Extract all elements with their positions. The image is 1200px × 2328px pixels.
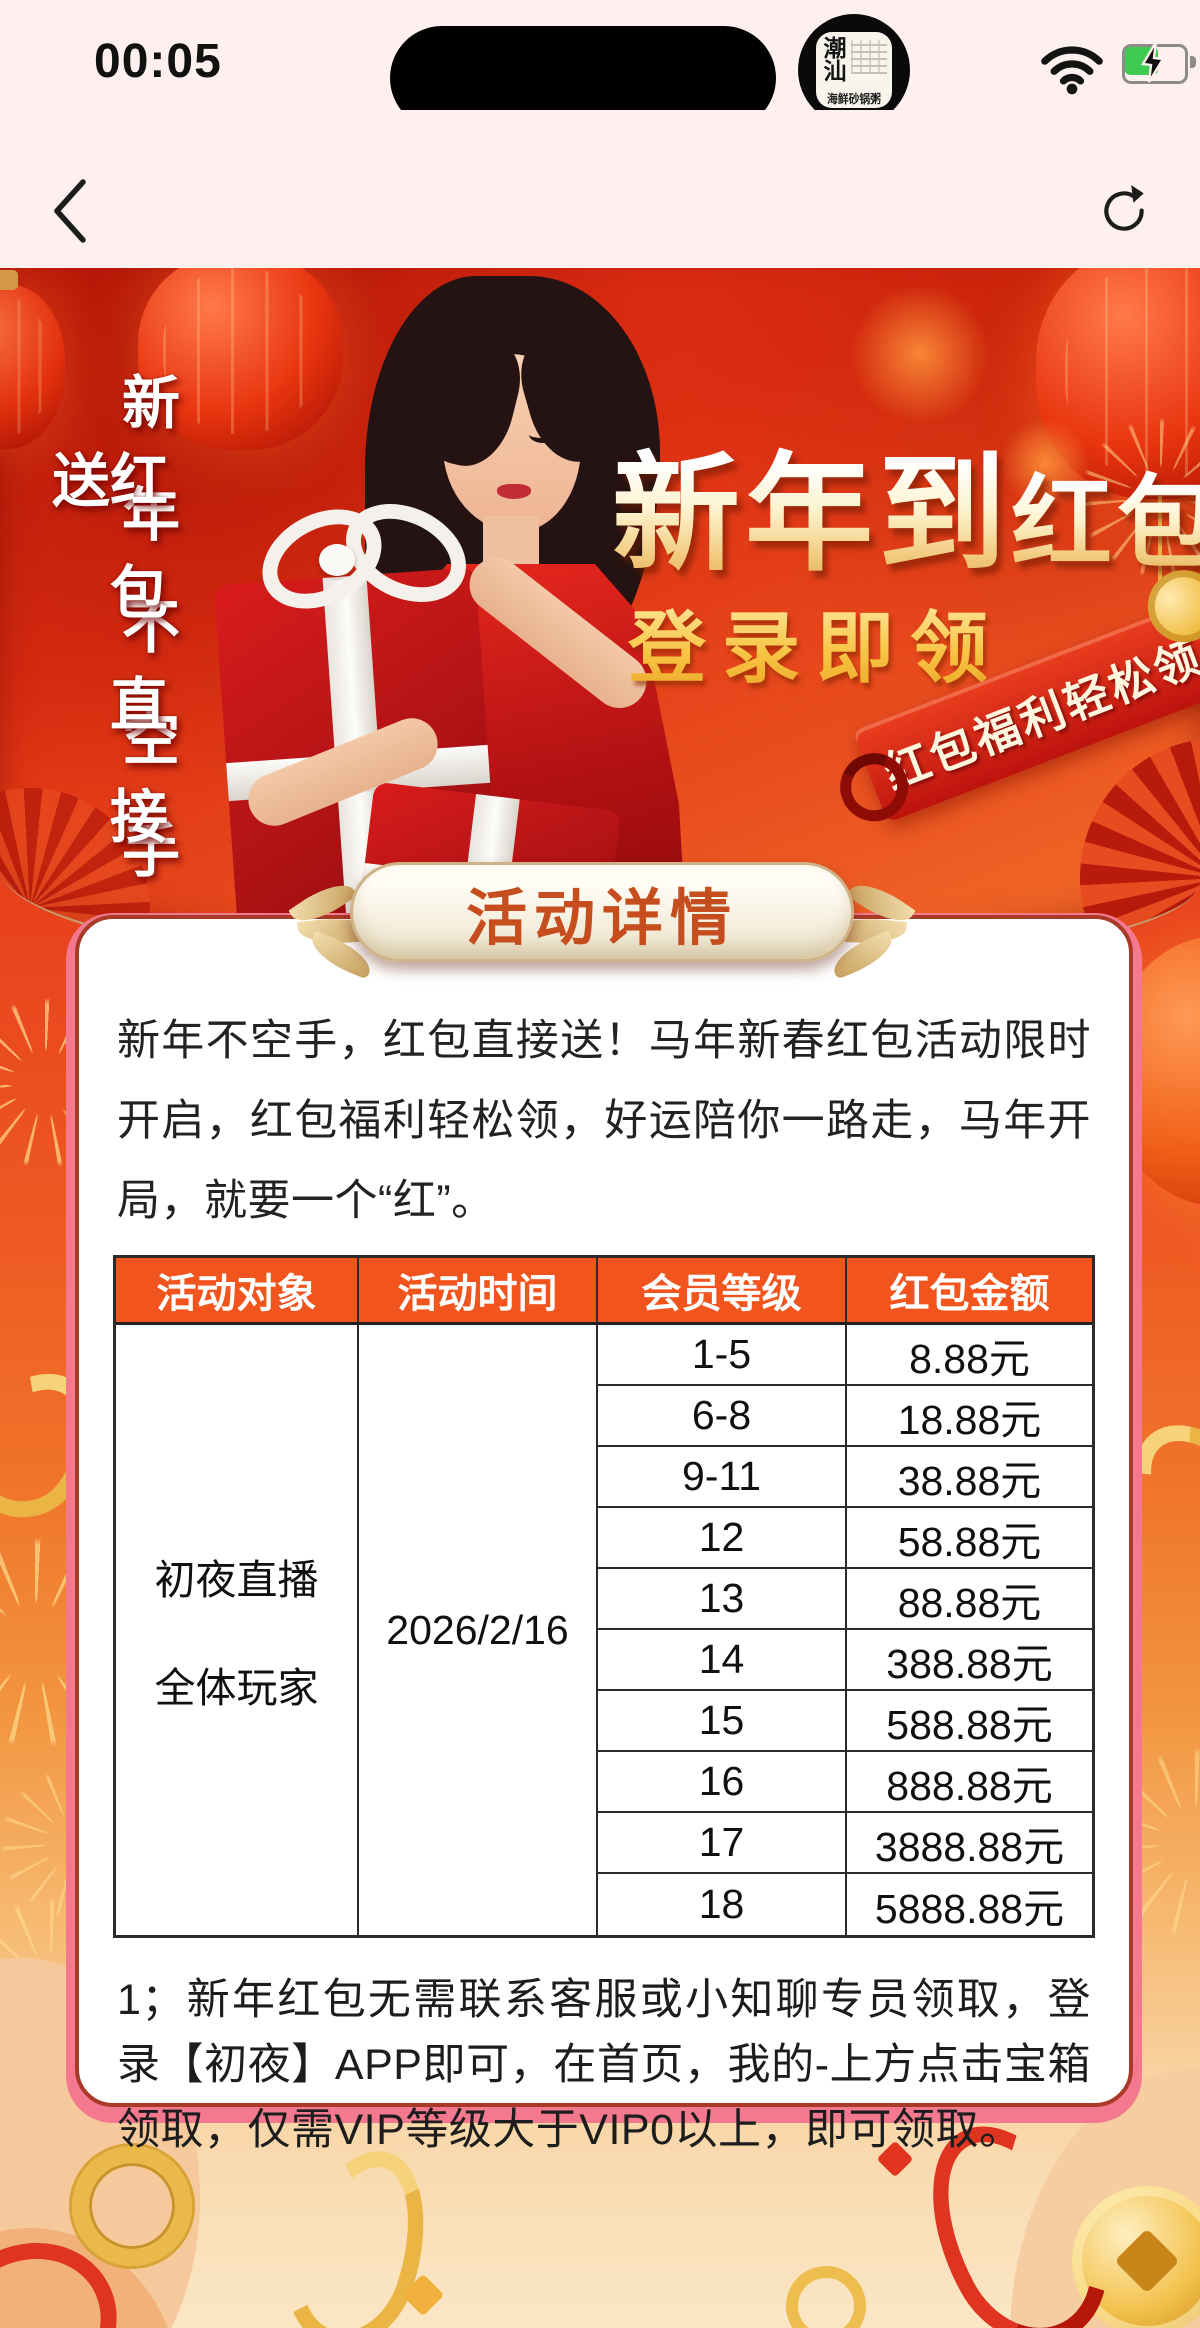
table-header-row: 活动对象 活动时间 会员等级 红包金额 xyxy=(116,1258,1092,1322)
cell-level: 12 xyxy=(598,1508,847,1569)
cell-level: 17 xyxy=(598,1813,847,1874)
promo-banner: 新年不空手 红包直接送 新年到红包到 登录即领 红包福利轻松领 xyxy=(0,268,1200,980)
cell-amount: 58.88元 xyxy=(847,1508,1092,1569)
app-icon: 潮汕 海鲜砂锅粥 xyxy=(816,32,892,108)
cell-level: 1-5 xyxy=(598,1325,847,1386)
banner-title-main: 新年到 xyxy=(612,443,1012,586)
section-title: 活动详情 xyxy=(465,883,738,952)
col-header-date: 活动时间 xyxy=(359,1258,598,1322)
status-bar: 00:05 潮汕 海鲜砂锅粥 xyxy=(0,0,1200,130)
banner-subtitle: 登录即领 xyxy=(628,586,1004,698)
glow-icon xyxy=(850,284,990,424)
rules-note-text: 1；新年红包无需联系客服或小知聊专员领取，登录【初夜】APP即可，在首页，我的-… xyxy=(117,1976,1091,2154)
eye xyxy=(529,426,557,443)
glow-icon xyxy=(1000,418,1090,508)
banner-title: 新年到红包到 xyxy=(612,410,1200,595)
badge-sketch-icon xyxy=(851,40,887,74)
cell-amount: 18.88元 xyxy=(847,1386,1092,1447)
plaque-pill: 活动详情 xyxy=(350,862,854,962)
cell-level: 13 xyxy=(598,1569,847,1630)
firework-icon xyxy=(1080,418,1200,578)
floating-app-badge[interactable]: 潮汕 海鲜砂锅粥 xyxy=(798,14,910,126)
content-card: 新年不空手，红包直接送！马年新春红包活动限时开启，红包福利轻松领，好运陪你一路走… xyxy=(75,915,1133,2154)
banner-slogan-left: 红包直接送 xyxy=(43,450,166,898)
cell-level: 9-11 xyxy=(598,1447,847,1508)
cell-level: 16 xyxy=(598,1752,847,1813)
banner-slogan-right: 新年不空手 xyxy=(113,372,178,932)
cell-amount: 888.88元 xyxy=(847,1752,1092,1813)
cell-level: 18 xyxy=(598,1874,847,1935)
banner-title-sub: 红包到 xyxy=(1011,468,1200,580)
cell-amount: 5888.88元 xyxy=(847,1874,1092,1935)
activity-intro-text: 新年不空手，红包直接送！马年新春红包活动限时开启，红包福利轻松领，好运陪你一路走… xyxy=(117,1017,1091,1225)
wifi-icon xyxy=(1041,46,1103,95)
cell-level: 6-8 xyxy=(598,1386,847,1447)
cell-amount: 3888.88元 xyxy=(847,1813,1092,1874)
cell-target: 初夜直播 全体玩家 xyxy=(116,1325,359,1935)
battery-charging-icon xyxy=(1122,41,1198,84)
nav-bar xyxy=(0,110,1200,268)
ribbon-knot xyxy=(319,544,355,576)
cell-amount: 588.88元 xyxy=(847,1691,1092,1752)
refresh-button[interactable] xyxy=(1096,182,1152,238)
badge-subtitle: 海鲜砂锅粥 xyxy=(826,92,881,106)
lantern-icon xyxy=(138,268,343,450)
col-header-target: 活动对象 xyxy=(116,1258,359,1322)
cell-amount: 8.88元 xyxy=(847,1325,1092,1386)
col-header-level: 会员等级 xyxy=(598,1258,847,1322)
cell-date: 2026/2/16 xyxy=(359,1325,598,1935)
cell-amount: 88.88元 xyxy=(847,1569,1092,1630)
badge-title: 潮汕 xyxy=(820,36,845,82)
cell-level: 15 xyxy=(598,1691,847,1752)
gold-coin-icon xyxy=(786,2266,866,2328)
cell-amount: 38.88元 xyxy=(847,1447,1092,1508)
table-body: 初夜直播 全体玩家 2026/2/16 1-5 8.88元 6-8 18.88元 9-11 38… xyxy=(116,1322,1092,1935)
lips xyxy=(497,484,531,499)
lantern-icon xyxy=(0,270,65,449)
cell-amount: 388.88元 xyxy=(847,1630,1092,1691)
cell-level: 14 xyxy=(598,1630,847,1691)
reward-table: 活动对象 活动时间 会员等级 红包金额 初夜直播 全体玩家 2026/2/16 1-5… xyxy=(113,1255,1095,1938)
col-header-amount: 红包金额 xyxy=(889,1272,1050,1316)
gold-coin-icon xyxy=(1072,2186,1200,2328)
clock-text: 00:05 xyxy=(94,35,222,88)
back-button[interactable] xyxy=(46,176,96,246)
eye xyxy=(473,426,501,443)
section-title-plaque: 活动详情 xyxy=(288,862,916,980)
